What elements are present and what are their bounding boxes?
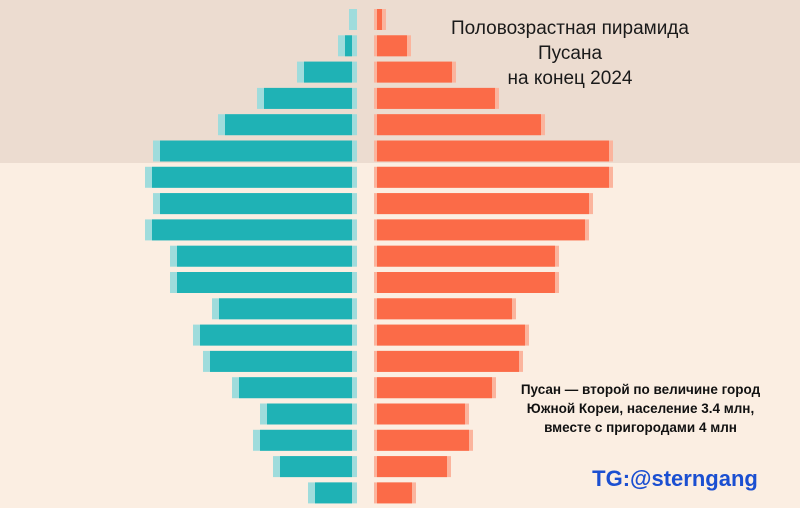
male-bar	[210, 350, 352, 372]
female-bar	[377, 114, 541, 136]
male-bar	[304, 61, 352, 83]
male-bar	[160, 140, 352, 162]
title-line-2: на конец 2024	[507, 68, 633, 89]
female-bar	[377, 140, 609, 162]
male-bar	[219, 298, 352, 320]
female-bar	[377, 166, 609, 188]
male-bar	[315, 482, 352, 504]
female-bar	[377, 403, 465, 425]
watermark: TG:@sterngang	[592, 466, 758, 491]
female-bar	[377, 35, 407, 57]
female-bar	[377, 429, 469, 451]
female-bar	[377, 324, 525, 346]
chart-title: Половозрастная пирамида Пусана на конец …	[420, 16, 720, 91]
male-bar	[200, 324, 352, 346]
male-bar-shadow	[349, 9, 357, 30]
female-bar	[377, 272, 555, 293]
male-bar	[225, 114, 352, 136]
female-bar	[377, 350, 519, 372]
note-line-3: вместе с пригородами 4 млн	[544, 420, 737, 435]
note-line-1: Пусан — второй по величине город	[520, 382, 761, 397]
female-bar	[377, 482, 412, 504]
male-bar	[152, 219, 352, 241]
male-bar	[177, 272, 352, 293]
female-bar	[377, 9, 382, 30]
male-bar	[260, 429, 352, 451]
male-bar	[160, 193, 352, 215]
male-bar	[152, 166, 352, 188]
annotation-note: Пусан — второй по величине город Южной К…	[508, 380, 773, 437]
title-line-1: Половозрастная пирамида Пусана	[451, 18, 689, 64]
male-bar	[345, 35, 352, 57]
male-bar	[267, 403, 352, 425]
male-bar	[264, 87, 352, 109]
male-bar	[239, 377, 352, 399]
female-bar	[377, 87, 495, 109]
male-bar	[280, 456, 352, 478]
female-bar	[377, 298, 512, 320]
female-bar	[377, 456, 447, 478]
female-bar	[377, 193, 589, 215]
female-bar	[377, 377, 492, 399]
female-bar	[377, 61, 452, 83]
note-line-2: Южной Кореи, население 3.4 млн,	[526, 401, 755, 416]
male-bar	[177, 245, 352, 267]
female-bar	[377, 219, 585, 241]
female-bar	[377, 245, 555, 267]
